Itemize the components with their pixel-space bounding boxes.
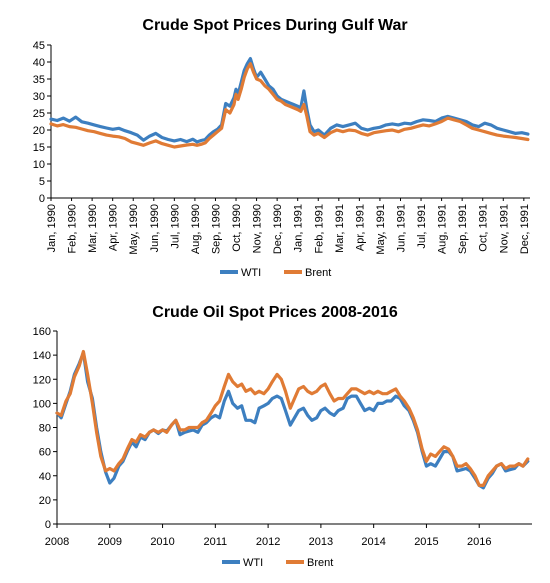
x-tick-label: May, 1990 bbox=[128, 204, 140, 255]
legend-label-brent: Brent bbox=[305, 267, 331, 279]
x-tick-label: Oct, 1991 bbox=[478, 204, 490, 252]
x-tick-label: Oct, 1990 bbox=[231, 204, 243, 252]
y-tick-label: 140 bbox=[33, 350, 51, 362]
gulf-war-plot: 0 5 10 15 20 25 30 35 40 45 Jan, 1990 Feb, 1990 Mar,… bbox=[33, 40, 531, 279]
x-tick-label: 2010 bbox=[150, 536, 174, 548]
x-tick-label: Jan, 1991 bbox=[293, 204, 305, 252]
x-tick-label: Mar, 1991 bbox=[334, 204, 346, 253]
x-tick-label: 2016 bbox=[467, 536, 491, 548]
series-line-brent bbox=[49, 62, 530, 149]
x-tick-label: Sep, 1990 bbox=[210, 204, 222, 254]
legend-label-wti: WTI bbox=[243, 557, 263, 569]
x-tick-label: Nov, 1990 bbox=[252, 204, 264, 253]
x-tick-label: Aug, 1991 bbox=[437, 204, 449, 254]
x-tick-label: 2009 bbox=[98, 536, 122, 548]
chart-title: Crude Spot Prices During Gulf War bbox=[142, 17, 408, 34]
y-tick-label: 25 bbox=[33, 108, 45, 120]
x-tick-label: Mar, 1990 bbox=[87, 204, 99, 253]
x-tick-label: May, 1991 bbox=[375, 204, 387, 255]
y-tick-label: 100 bbox=[33, 398, 51, 410]
x-tick-label: 2008 bbox=[45, 536, 69, 548]
x-tick-label: 2011 bbox=[204, 536, 228, 548]
y-tick-label: 160 bbox=[33, 326, 51, 338]
x-tick-label: Aug, 1990 bbox=[190, 204, 202, 254]
y-tick-label: 60 bbox=[39, 447, 51, 459]
x-tick-label: Jun, 1991 bbox=[395, 204, 407, 252]
y-tick-label: 5 bbox=[39, 176, 45, 188]
x-tick-label: Feb, 1990 bbox=[67, 204, 79, 254]
y-tick-label: 120 bbox=[33, 374, 51, 386]
x-tick-label: Jan, 1990 bbox=[46, 204, 58, 252]
y-tick-label: 0 bbox=[45, 519, 51, 531]
x-tick-label: Dec, 1991 bbox=[519, 204, 531, 254]
gulf-war-chart: Crude Spot Prices During Gulf War 0 5 10 15… bbox=[0, 0, 550, 290]
x-tick-label: Feb, 1991 bbox=[313, 204, 325, 254]
x-tick-label: Jul, 1991 bbox=[416, 204, 428, 249]
y-tick-label: 40 bbox=[33, 57, 45, 69]
y-tick-label: 0 bbox=[39, 193, 45, 205]
oil-2008-2016-chart: Crude Oil Spot Prices 2008-2016 0 20 40 60 8… bbox=[0, 298, 550, 583]
x-tick-label: 2013 bbox=[309, 536, 333, 548]
y-tick-label: 20 bbox=[33, 125, 45, 137]
y-tick-label: 10 bbox=[33, 159, 45, 171]
series-line-wti bbox=[49, 56, 530, 144]
legend-label-brent: Brent bbox=[307, 557, 333, 569]
y-tick-label: 35 bbox=[33, 74, 45, 86]
y-tick-label: 20 bbox=[39, 495, 51, 507]
x-tick-label: Sep, 1991 bbox=[457, 204, 469, 254]
y-tick-label: 15 bbox=[33, 142, 45, 154]
oil-2008-2016-plot: 0 20 40 60 80 100 120 140 160 2008 2009 2010 2011 201… bbox=[33, 326, 532, 569]
x-tick-label: 2012 bbox=[256, 536, 280, 548]
y-tick-label: 40 bbox=[39, 471, 51, 483]
y-tick-label: 30 bbox=[33, 91, 45, 103]
x-tick-label: Jun, 1990 bbox=[149, 204, 161, 252]
x-tick-label: Apr, 1991 bbox=[354, 204, 366, 251]
x-tick-label: 2014 bbox=[361, 536, 385, 548]
x-tick-label: Nov, 1991 bbox=[498, 204, 510, 253]
x-tick-label: Jul, 1990 bbox=[169, 204, 181, 249]
y-tick-label: 45 bbox=[33, 40, 45, 52]
x-tick-label: 2015 bbox=[414, 536, 438, 548]
y-tick-label: 80 bbox=[39, 423, 51, 435]
x-tick-label: Dec, 1990 bbox=[272, 204, 284, 254]
x-tick-label: Apr, 1990 bbox=[108, 204, 120, 251]
chart-title: Crude Oil Spot Prices 2008-2016 bbox=[152, 304, 398, 321]
series-line-brent bbox=[55, 349, 530, 487]
legend-label-wti: WTI bbox=[241, 267, 261, 279]
